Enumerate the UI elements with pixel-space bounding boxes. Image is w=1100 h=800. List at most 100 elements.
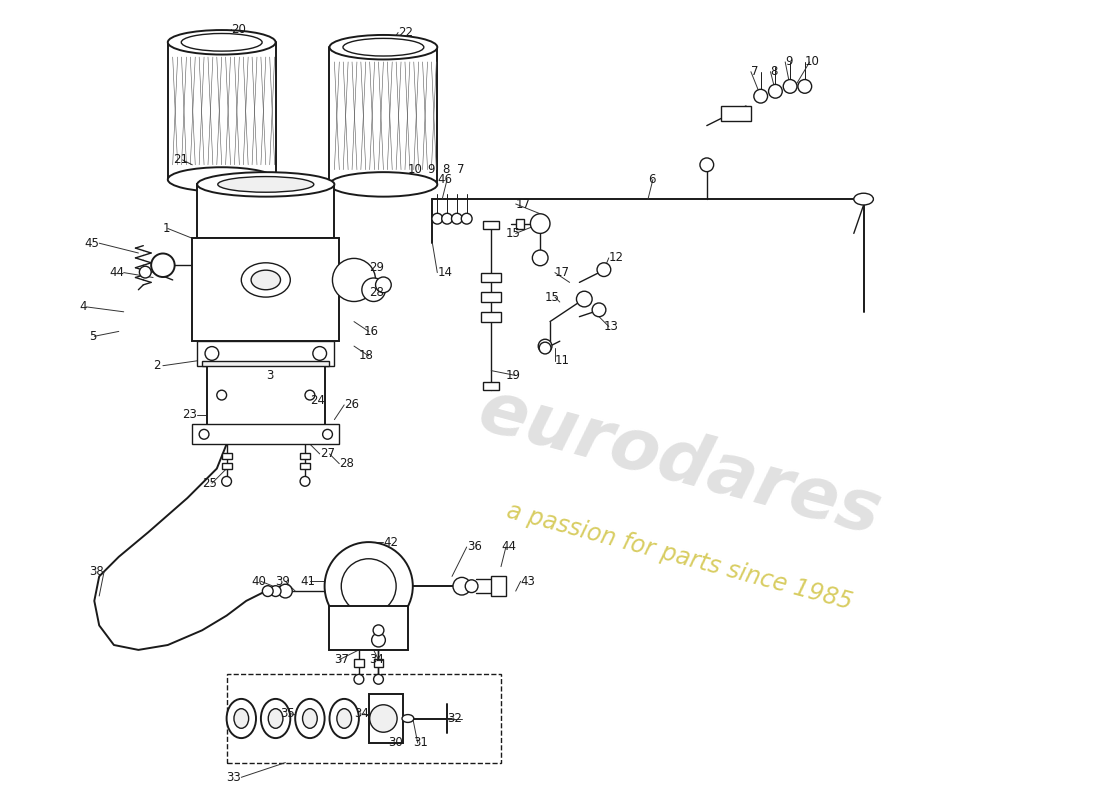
Text: 8: 8 (770, 65, 778, 78)
Text: 16: 16 (364, 325, 378, 338)
Text: 38: 38 (89, 565, 104, 578)
Text: 24: 24 (310, 394, 324, 406)
Ellipse shape (168, 167, 276, 192)
Circle shape (783, 79, 798, 94)
Bar (722, 106, 751, 121)
Bar (207, 366, 324, 425)
Circle shape (375, 277, 392, 293)
Ellipse shape (197, 172, 334, 197)
Text: 17: 17 (554, 266, 570, 279)
Text: 32: 32 (447, 712, 462, 725)
Circle shape (217, 390, 227, 400)
Ellipse shape (227, 699, 256, 738)
Bar (354, 658, 364, 666)
Ellipse shape (302, 709, 317, 728)
Ellipse shape (343, 38, 424, 56)
Circle shape (199, 430, 209, 439)
Text: 36: 36 (466, 541, 482, 554)
Text: 18: 18 (359, 350, 374, 362)
Bar (492, 576, 506, 596)
Text: 10: 10 (408, 163, 422, 176)
Bar (300, 462, 310, 469)
Ellipse shape (337, 709, 352, 728)
Bar (483, 221, 499, 229)
Circle shape (354, 674, 364, 684)
Bar (482, 292, 500, 302)
Ellipse shape (854, 194, 873, 205)
Ellipse shape (251, 270, 280, 290)
Text: 30: 30 (388, 737, 403, 750)
Bar (192, 425, 339, 444)
Ellipse shape (182, 34, 262, 51)
Text: 15: 15 (506, 227, 520, 240)
Circle shape (322, 430, 332, 439)
Circle shape (532, 250, 548, 266)
Text: 7: 7 (456, 163, 464, 176)
Text: 17: 17 (516, 198, 530, 210)
Text: 12: 12 (608, 251, 624, 264)
Bar (330, 606, 408, 650)
Text: 5: 5 (89, 330, 97, 342)
Text: 37: 37 (334, 653, 350, 666)
Circle shape (592, 303, 606, 317)
Circle shape (700, 158, 714, 172)
Text: 34: 34 (354, 707, 368, 720)
Text: 35: 35 (280, 707, 295, 720)
Circle shape (453, 578, 471, 595)
Text: 29: 29 (368, 261, 384, 274)
Ellipse shape (330, 172, 438, 197)
Text: 15: 15 (546, 290, 560, 303)
Circle shape (373, 625, 384, 636)
Bar (300, 453, 310, 458)
Text: 7: 7 (751, 65, 758, 78)
Ellipse shape (168, 30, 276, 54)
Circle shape (538, 339, 552, 353)
Text: 26: 26 (344, 398, 360, 411)
Circle shape (263, 586, 273, 597)
Text: 28: 28 (339, 457, 354, 470)
Ellipse shape (261, 699, 290, 738)
Circle shape (140, 266, 151, 278)
Bar (222, 462, 231, 469)
Bar (482, 273, 500, 282)
Ellipse shape (218, 177, 314, 192)
Circle shape (461, 214, 472, 224)
Text: 4: 4 (79, 300, 87, 314)
Circle shape (451, 214, 462, 224)
Circle shape (278, 584, 293, 598)
Text: 34: 34 (368, 653, 384, 666)
Bar (222, 453, 231, 458)
Bar (374, 658, 384, 666)
Text: 9: 9 (428, 163, 435, 176)
Text: 8: 8 (442, 163, 450, 176)
Bar (202, 361, 330, 366)
Circle shape (465, 580, 478, 593)
Text: 27: 27 (320, 447, 334, 460)
Text: 21: 21 (173, 154, 188, 166)
Ellipse shape (295, 699, 324, 738)
Text: 44: 44 (109, 266, 124, 279)
Circle shape (362, 278, 385, 302)
Circle shape (432, 214, 442, 224)
Text: 44: 44 (500, 541, 516, 554)
Text: 41: 41 (300, 574, 315, 588)
Text: 11: 11 (554, 354, 570, 367)
Circle shape (300, 477, 310, 486)
Circle shape (576, 291, 592, 307)
Bar (192, 238, 339, 341)
Circle shape (372, 634, 385, 647)
Bar (482, 312, 500, 322)
Circle shape (151, 254, 175, 277)
Circle shape (312, 346, 327, 360)
Text: a passion for parts since 1985: a passion for parts since 1985 (504, 499, 855, 614)
Text: 43: 43 (520, 574, 536, 588)
Ellipse shape (330, 35, 438, 59)
Text: 45: 45 (85, 237, 99, 250)
Circle shape (374, 674, 384, 684)
Text: 28: 28 (368, 286, 384, 298)
Text: 20: 20 (231, 23, 246, 36)
Text: 6: 6 (648, 173, 656, 186)
Circle shape (539, 342, 551, 354)
Text: 40: 40 (251, 574, 266, 588)
Text: 46: 46 (438, 173, 452, 186)
